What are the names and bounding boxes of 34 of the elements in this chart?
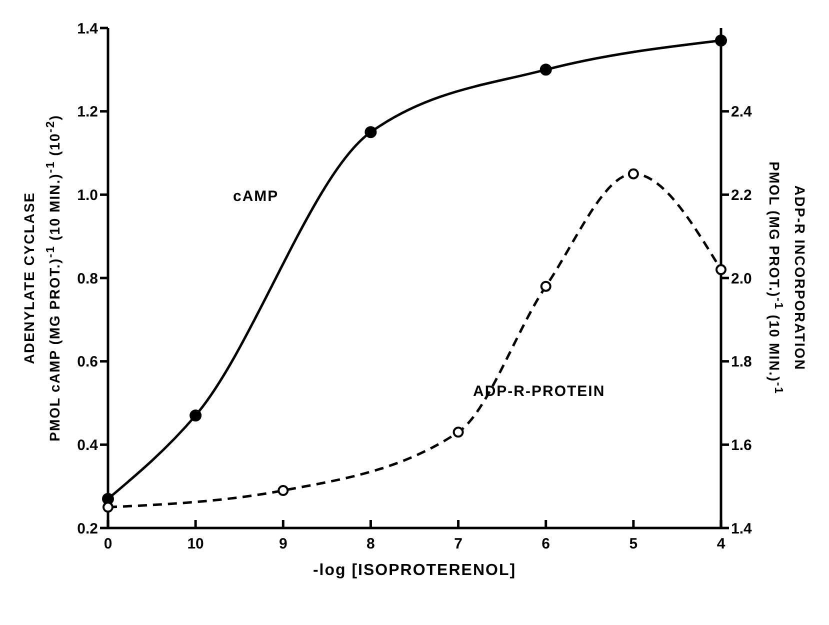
- text: cAMP: [233, 188, 279, 205]
- y-tick-label: 0.8: [77, 270, 98, 288]
- point: [540, 64, 552, 76]
- x-tick-label: 4: [716, 536, 726, 553]
- point: [190, 410, 202, 422]
- x-tick-label: 0: [104, 536, 112, 553]
- y2-tick-label: 2.4: [731, 104, 753, 121]
- y-tick-label: 1.2: [77, 104, 98, 121]
- y2-tick-label: 1.8: [731, 354, 752, 371]
- y-tick-label: 1.4: [77, 20, 99, 38]
- x-axis-title: -log [ISOPROTERENOL]: [312, 562, 518, 580]
- point: [278, 485, 289, 496]
- y2-tick-label: 1.4: [731, 520, 753, 538]
- y2-tick-label: 1.6: [731, 436, 752, 454]
- y-tick-label: 0.4: [77, 436, 99, 454]
- point: [628, 168, 639, 180]
- y-tick-label: 0.6: [77, 354, 98, 371]
- y-tick-label: 0.2: [77, 520, 98, 538]
- point: [540, 280, 552, 292]
- x-tick-label: 5: [629, 536, 638, 553]
- point: [452, 426, 464, 438]
- x-tick-label: 7: [454, 536, 462, 553]
- x-tick-label: 8: [366, 536, 375, 553]
- point: [715, 34, 727, 46]
- point: [102, 502, 114, 513]
- y2-tick-label: 2.2: [731, 186, 752, 204]
- point: [364, 126, 377, 138]
- x-tick-label: 6: [542, 536, 550, 553]
- y2-tick-label: 2.0: [731, 270, 752, 288]
- x-tick-label: 10: [187, 536, 204, 553]
- y-tick-label: 1.0: [77, 186, 98, 204]
- x-tick-label: 9: [278, 536, 288, 553]
- series-label: ADP-R-PROTEIN: [473, 383, 606, 400]
- point: [716, 264, 726, 276]
